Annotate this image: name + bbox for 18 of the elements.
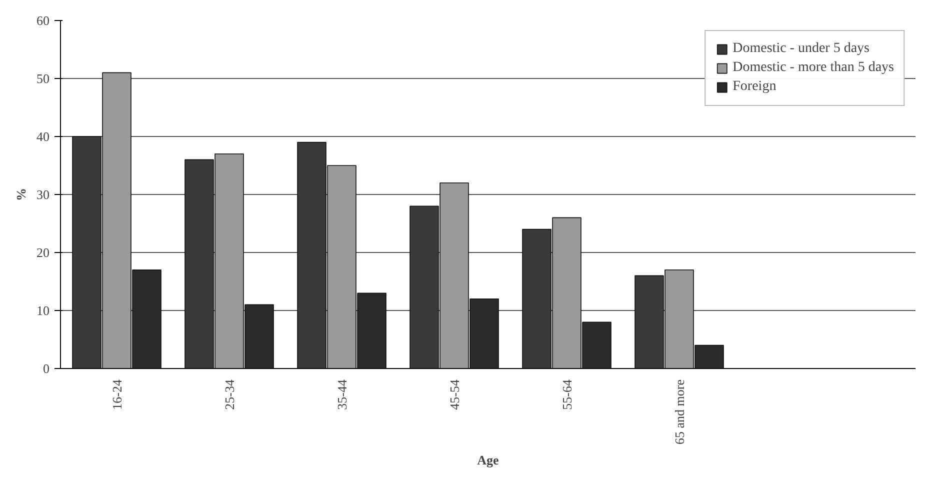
y-tick-label: 60 <box>36 13 50 28</box>
y-tick-label: 30 <box>36 187 50 202</box>
x-axis-title: Age <box>477 452 500 468</box>
y-tick-label: 50 <box>36 71 50 86</box>
legend-label: Domestic - under 5 days <box>732 41 870 57</box>
x-tick-label: 45-54 <box>446 379 462 410</box>
x-tick-label: 35-44 <box>334 379 350 410</box>
legend-label: Domestic - more than 5 days <box>732 60 894 76</box>
x-tick-label: 55-64 <box>559 379 574 410</box>
y-tick-label: 40 <box>36 129 50 144</box>
y-axis-title: % <box>14 188 28 201</box>
x-tick-label: 65 and more <box>672 379 687 444</box>
y-tick-label: 10 <box>36 303 50 318</box>
x-tick-label: 25-34 <box>222 379 237 410</box>
x-tick-label: 16-24 <box>109 379 124 410</box>
legend-label: Foreign <box>732 79 776 95</box>
y-tick-label: 20 <box>36 245 50 260</box>
y-tick-label: 0 <box>43 361 50 376</box>
